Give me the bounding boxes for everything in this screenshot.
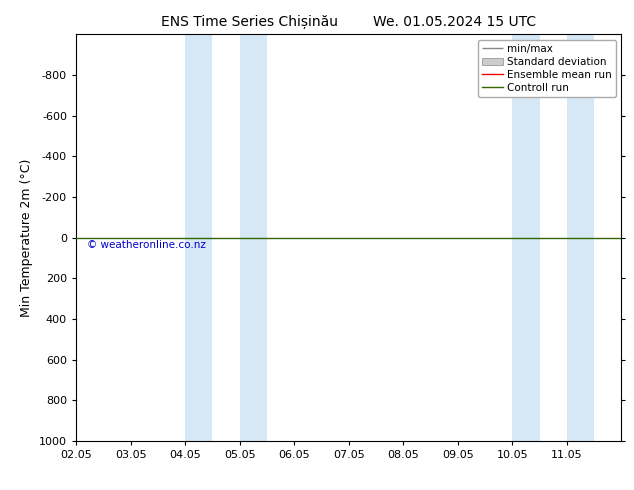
Bar [567, 34, 594, 441]
Legend: min/max, Standard deviation, Ensemble mean run, Controll run: min/max, Standard deviation, Ensemble me… [478, 40, 616, 97]
Title: ENS Time Series Chișinău        We. 01.05.2024 15 UTC: ENS Time Series Chișinău We. 01.05.2024 … [161, 15, 536, 29]
Bar [512, 34, 540, 441]
Bar [185, 34, 212, 441]
Text: © weatheronline.co.nz: © weatheronline.co.nz [87, 240, 206, 250]
Y-axis label: Min Temperature 2m (°C): Min Temperature 2m (°C) [20, 158, 34, 317]
Bar [240, 34, 267, 441]
